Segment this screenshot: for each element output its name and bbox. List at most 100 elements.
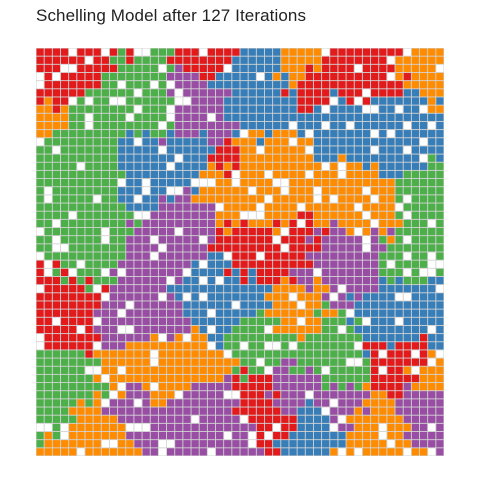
agent-cell-group-1 (77, 301, 84, 308)
empty-cell (281, 179, 288, 186)
agent-cell-group-3 (53, 195, 60, 202)
agent-cell-group-3 (69, 416, 76, 423)
agent-cell-group-5 (126, 310, 133, 317)
empty-cell (322, 163, 329, 170)
agent-cell-group-3 (77, 350, 84, 357)
agent-cell-group-3 (94, 212, 101, 219)
agent-cell-group-4 (281, 122, 288, 129)
agent-cell-group-5 (167, 269, 174, 276)
agent-cell-group-3 (395, 261, 402, 268)
agent-cell-group-4 (404, 97, 411, 104)
agent-cell-group-2 (134, 367, 141, 374)
agent-cell-group-1 (355, 57, 362, 64)
agent-cell-group-4 (395, 334, 402, 341)
agent-cell-group-5 (143, 236, 150, 243)
agent-cell-group-5 (257, 448, 264, 455)
agent-cell-group-5 (159, 195, 166, 202)
agent-cell-group-1 (379, 65, 386, 72)
agent-cell-group-3 (77, 171, 84, 178)
agent-cell-group-5 (191, 97, 198, 104)
agent-cell-group-5 (208, 383, 215, 390)
grid-svg (36, 48, 444, 456)
agent-cell-group-5 (404, 391, 411, 398)
agent-cell-group-1 (322, 228, 329, 235)
agent-cell-group-3 (232, 350, 239, 357)
agent-cell-group-1 (69, 318, 76, 325)
agent-cell-group-2 (126, 350, 133, 357)
agent-cell-group-1 (61, 293, 68, 300)
agent-cell-group-2 (387, 212, 394, 219)
agent-cell-group-4 (216, 310, 223, 317)
agent-cell-group-1 (45, 57, 52, 64)
agent-cell-group-3 (118, 122, 125, 129)
agent-cell-group-5 (110, 293, 117, 300)
agent-cell-group-3 (126, 97, 133, 104)
agent-cell-group-5 (159, 416, 166, 423)
agent-cell-group-2 (183, 342, 190, 349)
agent-cell-group-4 (412, 318, 419, 325)
agent-cell-group-1 (53, 106, 60, 113)
agent-cell-group-2 (298, 310, 305, 317)
agent-cell-group-4 (281, 106, 288, 113)
agent-cell-group-5 (200, 399, 207, 406)
agent-cell-group-3 (94, 228, 101, 235)
agent-cell-group-4 (355, 106, 362, 113)
agent-cell-group-3 (61, 261, 68, 268)
agent-cell-group-3 (118, 65, 125, 72)
agent-cell-group-5 (143, 416, 150, 423)
agent-cell-group-5 (151, 432, 158, 439)
agent-cell-group-2 (371, 399, 378, 406)
empty-cell (363, 318, 370, 325)
agent-cell-group-3 (77, 252, 84, 259)
agent-cell-group-1 (265, 228, 272, 235)
agent-cell-group-5 (175, 261, 182, 268)
agent-cell-group-3 (118, 252, 125, 259)
agent-cell-group-3 (110, 220, 117, 227)
agent-cell-group-5 (191, 106, 198, 113)
agent-cell-group-4 (167, 155, 174, 162)
agent-cell-group-5 (183, 236, 190, 243)
agent-cell-group-4 (200, 326, 207, 333)
empty-cell (265, 195, 272, 202)
empty-cell (110, 440, 117, 447)
agent-cell-group-3 (126, 228, 133, 235)
agent-cell-group-2 (61, 114, 68, 121)
agent-cell-group-2 (208, 350, 215, 357)
agent-cell-group-2 (134, 448, 141, 455)
empty-cell (151, 252, 158, 259)
empty-cell (102, 48, 109, 55)
agent-cell-group-5 (175, 130, 182, 137)
agent-cell-group-4 (183, 146, 190, 153)
agent-cell-group-1 (61, 342, 68, 349)
agent-cell-group-3 (94, 252, 101, 259)
agent-cell-group-2 (102, 432, 109, 439)
agent-cell-group-2 (45, 106, 52, 113)
agent-cell-group-2 (420, 89, 427, 96)
empty-cell (428, 220, 435, 227)
agent-cell-group-5 (330, 252, 337, 259)
agent-cell-group-5 (151, 416, 158, 423)
agent-cell-group-5 (102, 407, 109, 414)
empty-cell (224, 252, 231, 259)
empty-cell (412, 367, 419, 374)
agent-cell-group-3 (404, 220, 411, 227)
empty-cell (281, 187, 288, 194)
agent-cell-group-3 (61, 203, 68, 210)
agent-cell-group-2 (314, 293, 321, 300)
agent-cell-group-4 (298, 122, 305, 129)
agent-cell-group-2 (306, 57, 313, 64)
empty-cell (36, 334, 43, 341)
agent-cell-group-2 (387, 407, 394, 414)
empty-cell (330, 195, 337, 202)
agent-cell-group-1 (363, 97, 370, 104)
agent-cell-group-3 (159, 97, 166, 104)
agent-cell-group-5 (298, 391, 305, 398)
agent-cell-group-4 (420, 310, 427, 317)
agent-cell-group-3 (151, 97, 158, 104)
agent-cell-group-4 (436, 155, 443, 162)
agent-cell-group-5 (208, 391, 215, 398)
agent-cell-group-4 (306, 407, 313, 414)
agent-cell-group-2 (387, 220, 394, 227)
agent-cell-group-2 (298, 334, 305, 341)
agent-cell-group-2 (159, 350, 166, 357)
